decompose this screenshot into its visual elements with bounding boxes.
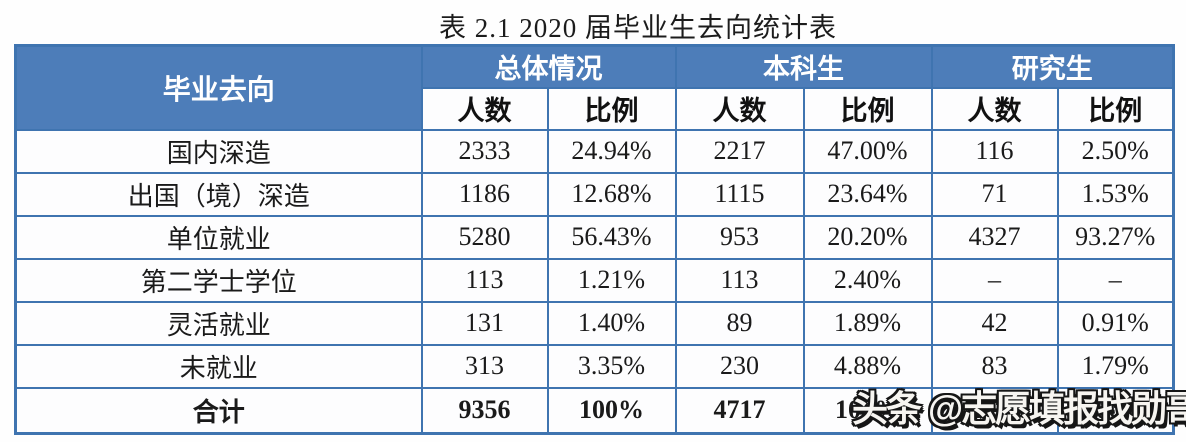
table-cell: 113 — [420, 257, 549, 303]
table-row-total: 合计 9356 100% 4717 100% 4639 100% — [14, 386, 1175, 435]
table-cell: 2.50% — [1056, 128, 1175, 174]
sub-header-ratio-overall: 比例 — [546, 86, 677, 131]
table-cell: 4717 — [674, 386, 805, 435]
table-cell: – — [1056, 257, 1175, 303]
row-label: 灵活就业 — [14, 300, 423, 346]
row-label: 单位就业 — [14, 214, 423, 260]
table-cell: 5280 — [420, 214, 549, 260]
table-cell: 1115 — [674, 171, 805, 217]
table-row: 单位就业 5280 56.43% 953 20.20% 4327 93.27% — [14, 214, 1175, 260]
table-cell: 953 — [674, 214, 805, 260]
table-cell: 1.40% — [546, 300, 677, 346]
table-cell: 3.35% — [546, 343, 677, 389]
table-cell: 71 — [930, 171, 1059, 217]
table-cell: 0.91% — [1056, 300, 1175, 346]
table-cell: 2217 — [674, 128, 805, 174]
group-header-overall: 总体情况 — [420, 44, 677, 89]
table-cell: 313 — [420, 343, 549, 389]
sub-header-ratio-postgrad: 比例 — [1056, 86, 1175, 131]
table-row: 出国（境）深造 1186 12.68% 1115 23.64% 71 1.53% — [14, 171, 1175, 217]
table-cell: 4327 — [930, 214, 1059, 260]
table-cell: 230 — [674, 343, 805, 389]
table-cell: 56.43% — [546, 214, 677, 260]
header-group-row: 毕业去向 总体情况 本科生 研究生 — [14, 44, 1175, 131]
table-cell: 1.21% — [546, 257, 677, 303]
group-header-postgrad: 研究生 — [930, 44, 1175, 89]
table-cell: 1.79% — [1056, 343, 1175, 389]
table-cell: 23.64% — [802, 171, 933, 217]
row-label: 合计 — [14, 386, 423, 435]
table-cell: 100% — [802, 386, 933, 435]
table-cell: 83 — [930, 343, 1059, 389]
table-cell: 89 — [674, 300, 805, 346]
table-cell: 42 — [930, 300, 1059, 346]
table-cell: – — [930, 257, 1059, 303]
corner-header: 毕业去向 — [14, 44, 423, 131]
table-cell: 47.00% — [802, 128, 933, 174]
row-label: 国内深造 — [14, 128, 423, 174]
table-cell: 93.27% — [1056, 214, 1175, 260]
table-cell: 12.68% — [546, 171, 677, 217]
table-row: 第二学士学位 113 1.21% 113 2.40% – – — [14, 257, 1175, 303]
table-cell: 2333 — [420, 128, 549, 174]
table-cell: 100% — [546, 386, 677, 435]
group-header-undergrad: 本科生 — [674, 44, 933, 89]
sub-header-ratio-undergrad: 比例 — [802, 86, 933, 131]
row-label: 未就业 — [14, 343, 423, 389]
sub-header-count-undergrad: 人数 — [674, 86, 805, 131]
table-row: 国内深造 2333 24.94% 2217 47.00% 116 2.50% — [14, 128, 1175, 174]
table-cell: 116 — [930, 128, 1059, 174]
table-cell: 4639 — [930, 386, 1059, 435]
table-cell: 113 — [674, 257, 805, 303]
page-title: 表 2.1 2020 届毕业生去向统计表 — [439, 13, 837, 43]
table-cell: 24.94% — [546, 128, 677, 174]
table-row: 未就业 313 3.35% 230 4.88% 83 1.79% — [14, 343, 1175, 389]
table-cell: 131 — [420, 300, 549, 346]
row-label: 出国（境）深造 — [14, 171, 423, 217]
header-sub-row: 人数 比例 人数 比例 人数 比例 — [16, 86, 1175, 131]
row-label: 第二学士学位 — [14, 257, 423, 303]
table-cell: 2.40% — [802, 257, 933, 303]
table-cell: 9356 — [420, 386, 549, 435]
table-row: 灵活就业 131 1.40% 89 1.89% 42 0.91% — [14, 300, 1175, 346]
table-cell: 20.20% — [802, 214, 933, 260]
sub-header-count-overall: 人数 — [420, 86, 549, 131]
graduate-destination-table: 毕业去向 总体情况 本科生 研究生 人数 比例 人数 比例 人数 比例 国内深造… — [14, 44, 1175, 435]
sub-header-count-postgrad: 人数 — [930, 86, 1059, 131]
table-cell: 4.88% — [802, 343, 933, 389]
table-cell: 1.89% — [802, 300, 933, 346]
table-cell: 1186 — [420, 171, 549, 217]
table-cell: 100% — [1056, 386, 1175, 435]
table-cell: 1.53% — [1056, 171, 1175, 217]
watermark: 头条 @志愿填报找勋哥 — [852, 388, 1186, 429]
